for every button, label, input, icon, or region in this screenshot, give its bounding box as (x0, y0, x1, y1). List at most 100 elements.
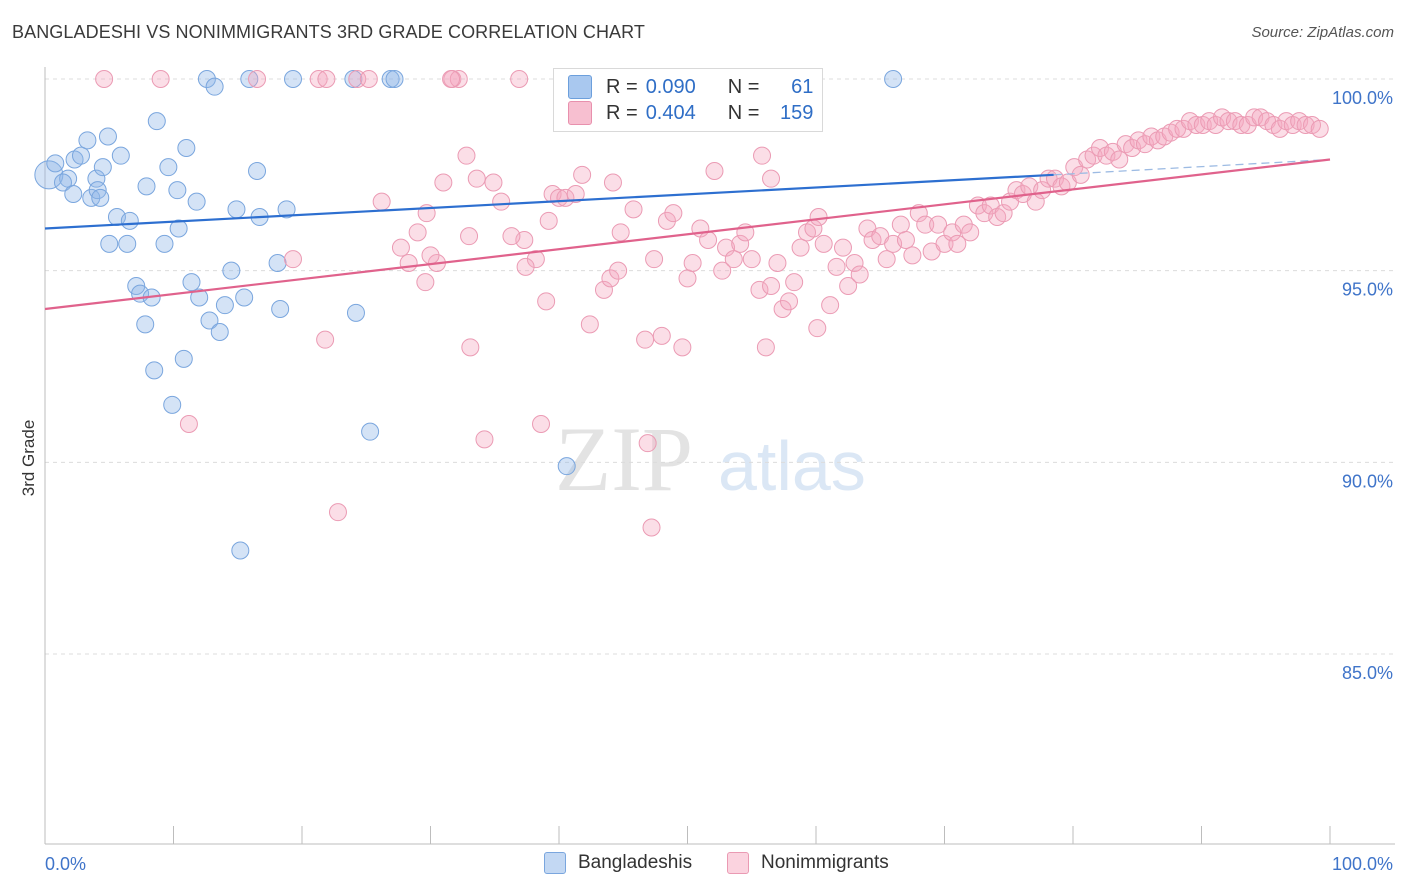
point-nonimmigrants (827, 257, 846, 276)
point-nonimmigrants (359, 70, 378, 88)
point-bangladeshis (227, 200, 246, 219)
point-bangladeshis (197, 70, 216, 88)
point-bangladeshis (147, 112, 166, 131)
point-bangladeshis (100, 234, 119, 253)
point-bangladeshis (277, 200, 296, 219)
point-bangladeshis (46, 154, 65, 173)
point-bangladeshis (98, 127, 117, 146)
point-nonimmigrants (645, 250, 664, 269)
point-bangladeshis (187, 192, 206, 211)
point-bangladeshis (182, 273, 201, 292)
point-bangladeshis (174, 349, 193, 368)
point-nonimmigrants (372, 192, 391, 211)
y-tick-label: 85.0% (1342, 663, 1393, 683)
legend-swatch-bangladeshis (568, 75, 592, 99)
point-nonimmigrants (492, 192, 511, 211)
point-nonimmigrants (664, 204, 683, 223)
x-tick-label: 100.0% (1332, 854, 1393, 874)
point-nonimmigrants (954, 215, 973, 234)
point-bangladeshis (64, 185, 83, 203)
point-bangladeshis (159, 158, 178, 177)
point-nonimmigrants (705, 162, 724, 180)
legend-r-label: R = (606, 101, 638, 124)
point-nonimmigrants (603, 173, 622, 192)
legend-n-value: 61 (791, 75, 814, 98)
point-nonimmigrants (573, 165, 592, 184)
bottom-legend-label: Nonimmigrants (761, 852, 889, 873)
point-nonimmigrants (449, 70, 468, 88)
point-nonimmigrants (833, 238, 852, 257)
point-nonimmigrants (753, 146, 772, 165)
point-nonimmigrants (537, 292, 556, 311)
point-nonimmigrants (399, 254, 418, 272)
x-tick-label: 0.0% (45, 854, 86, 874)
point-bangladeshis (91, 188, 110, 207)
point-nonimmigrants (179, 415, 198, 433)
point-bangladeshis (271, 300, 290, 318)
point-nonimmigrants (1084, 146, 1103, 165)
point-nonimmigrants (713, 261, 732, 280)
point-bangladeshis (884, 70, 903, 88)
point-nonimmigrants (683, 254, 702, 272)
point-nonimmigrants (539, 211, 558, 230)
point-nonimmigrants (284, 250, 303, 269)
point-nonimmigrants (638, 434, 657, 453)
point-nonimmigrants (1296, 116, 1315, 134)
point-nonimmigrants (808, 319, 827, 338)
point-nonimmigrants (891, 215, 910, 234)
legend-r-value: 0.090 (645, 75, 696, 98)
point-nonimmigrants (642, 518, 661, 537)
point-bangladeshis (163, 395, 182, 414)
point-nonimmigrants (460, 227, 479, 246)
point-nonimmigrants (248, 70, 267, 88)
point-nonimmigrants (845, 254, 864, 272)
legend-row-bangladeshis: R = 0.090 N = 61 (568, 74, 813, 100)
point-nonimmigrants (391, 238, 410, 257)
point-bangladeshis (78, 131, 97, 150)
point-bangladeshis (205, 77, 224, 96)
point-bangladeshis (200, 311, 219, 330)
point-nonimmigrants (678, 269, 697, 288)
point-nonimmigrants (611, 223, 630, 242)
point-nonimmigrants (416, 273, 435, 292)
point-nonimmigrants (1071, 165, 1090, 184)
point-nonimmigrants (809, 208, 828, 226)
point-nonimmigrants (652, 326, 671, 345)
point-bangladeshis (235, 288, 254, 307)
point-bangladeshis (120, 211, 139, 230)
point-nonimmigrants (151, 70, 170, 88)
point-nonimmigrants (699, 231, 718, 249)
point-nonimmigrants (839, 277, 858, 295)
point-nonimmigrants (929, 215, 948, 234)
point-nonimmigrants (316, 330, 335, 349)
point-bangladeshis (168, 181, 187, 200)
legend-n-label: N = (727, 75, 760, 98)
legend-r-value: 0.404 (645, 101, 696, 124)
point-bangladeshis (87, 169, 106, 188)
point-nonimmigrants (1110, 150, 1129, 169)
point-bangladeshis (222, 261, 241, 280)
point-nonimmigrants (821, 296, 840, 315)
trend-line-bangladeshis (44, 173, 1054, 230)
point-nonimmigrants (773, 300, 792, 318)
point-bangladeshis (111, 146, 130, 165)
trend-line-nonimmigrants (44, 158, 1331, 311)
point-nonimmigrants (532, 415, 551, 433)
point-bangladeshis (381, 70, 400, 88)
legend-n-value: 159 (780, 101, 814, 124)
point-bangladeshis (557, 457, 576, 476)
point-nonimmigrants (624, 200, 643, 219)
point-bangladeshis (145, 361, 164, 380)
point-bangladeshis (93, 158, 112, 177)
point-bangladeshis (215, 296, 234, 315)
point-nonimmigrants (636, 330, 655, 349)
point-nonimmigrants (768, 254, 787, 272)
point-nonimmigrants (408, 223, 427, 242)
point-bangladeshis (210, 323, 229, 341)
chart-title: BANGLADESHI VS NONIMMIGRANTS 3RD GRADE C… (12, 22, 646, 42)
point-nonimmigrants (566, 185, 585, 203)
point-bangladeshis (385, 70, 404, 88)
point-nonimmigrants (457, 146, 476, 165)
point-nonimmigrants (657, 211, 676, 230)
